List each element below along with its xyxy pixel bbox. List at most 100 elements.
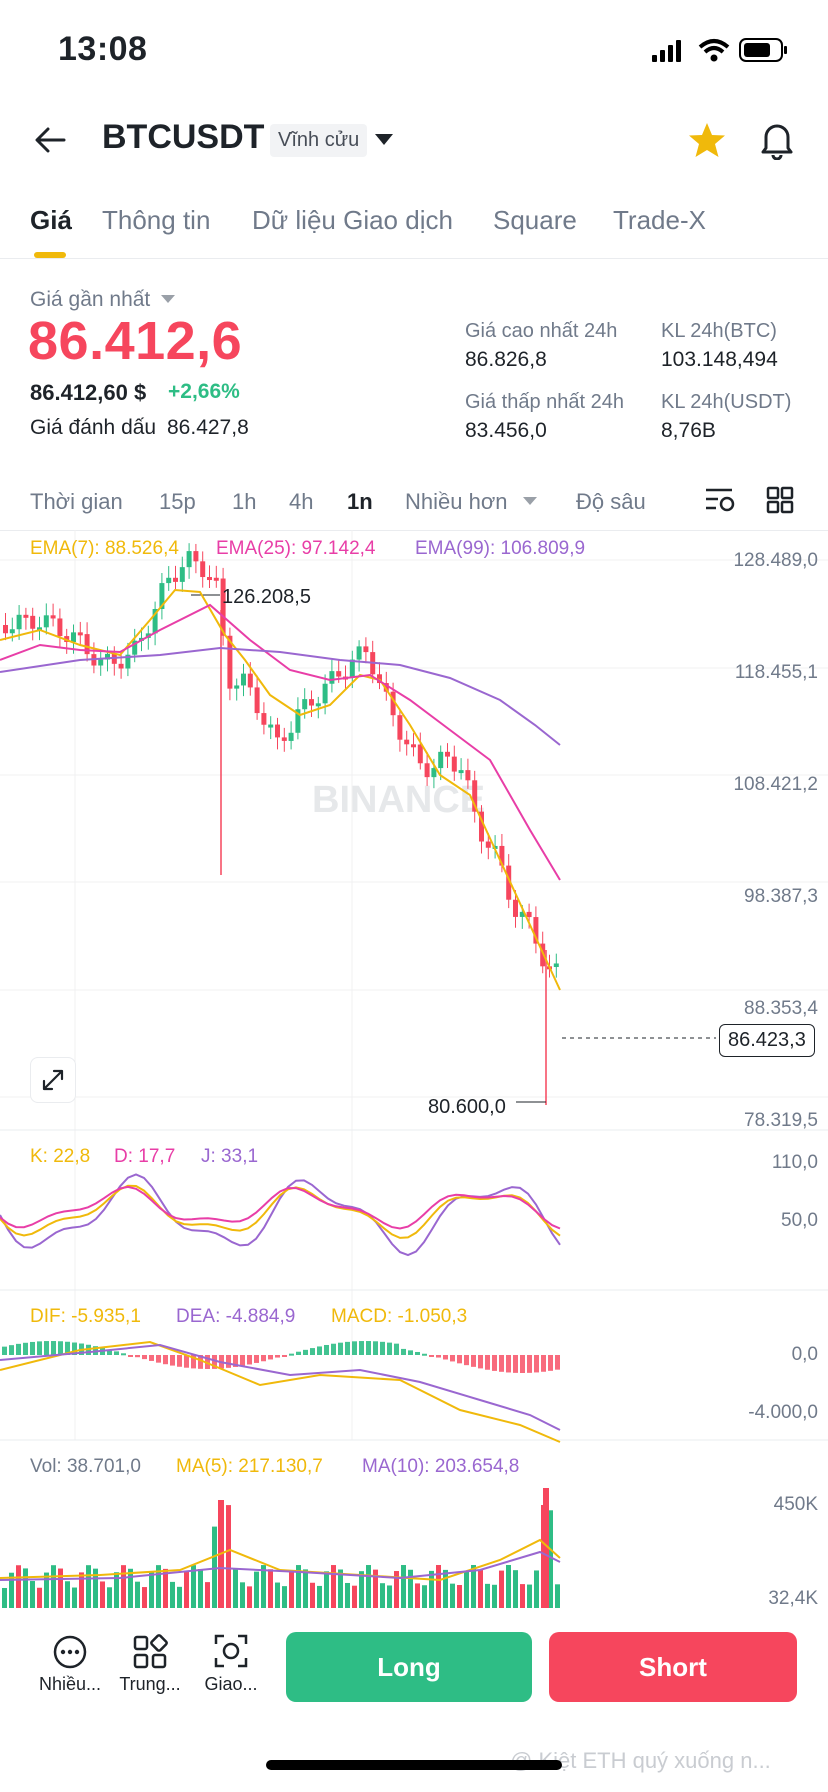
macd-bar xyxy=(317,1346,322,1355)
volume-bar xyxy=(191,1565,196,1608)
candle-body xyxy=(431,768,437,778)
candle-body xyxy=(30,615,36,629)
volume-bar xyxy=(534,1570,539,1608)
kdj-d-legend: D: 17,7 xyxy=(114,1146,176,1167)
macd-bar xyxy=(198,1355,203,1369)
candle-body xyxy=(417,744,423,764)
volume-bar xyxy=(415,1583,420,1608)
volume-bar xyxy=(289,1571,294,1608)
active-tab-indicator xyxy=(34,252,66,258)
tf-1d[interactable]: 1n xyxy=(347,489,373,514)
tf-depth[interactable]: Độ sâu xyxy=(576,489,646,514)
macd-bar xyxy=(184,1355,189,1368)
volume-bar xyxy=(156,1565,161,1608)
status-icons xyxy=(652,38,787,62)
volume-bar xyxy=(79,1572,84,1608)
tab-trade-x[interactable]: Trade-X xyxy=(613,205,706,235)
macd-bar xyxy=(282,1355,287,1357)
candle-body xyxy=(472,780,478,812)
macd-bar xyxy=(37,1341,42,1355)
candle-body xyxy=(166,577,172,584)
candle-body xyxy=(193,551,199,562)
candle-body xyxy=(479,811,484,842)
bell-icon[interactable] xyxy=(760,120,794,160)
layout-grid-icon[interactable] xyxy=(766,486,794,514)
star-icon[interactable] xyxy=(688,122,726,158)
volume-bar xyxy=(373,1569,378,1608)
candle-body xyxy=(465,770,471,781)
macd-bar xyxy=(135,1355,140,1358)
kline-chart[interactable]: BINANCE xyxy=(0,530,828,1612)
more-options-icon[interactable] xyxy=(52,1634,88,1670)
tf-15m[interactable]: 15p xyxy=(159,489,196,514)
macd-bar xyxy=(23,1342,28,1355)
tab-price[interactable]: Giá xyxy=(30,205,72,235)
volume-bar xyxy=(478,1570,483,1608)
center-label[interactable]: Trung... xyxy=(119,1674,181,1694)
volume-bar xyxy=(114,1572,119,1608)
candle-body xyxy=(390,691,396,716)
volume-bar xyxy=(317,1585,322,1608)
macd-bar xyxy=(408,1350,413,1355)
tab-info[interactable]: Thông tin xyxy=(102,205,211,235)
macd-axis-bottom: -4.000,0 xyxy=(748,1402,818,1423)
more-options-label[interactable]: Nhiều... xyxy=(38,1674,102,1694)
tab-trading-data[interactable]: Dữ liệu Giao dịch xyxy=(252,205,453,235)
volume-bar xyxy=(485,1583,490,1608)
volume-bar xyxy=(107,1587,112,1608)
volume-bar xyxy=(198,1569,203,1608)
caret-down-small-icon[interactable] xyxy=(160,294,176,304)
trade-label[interactable]: Giao... xyxy=(204,1674,258,1694)
candle-body xyxy=(458,770,464,774)
macd-bar xyxy=(44,1341,49,1355)
volume-bar xyxy=(9,1572,14,1608)
tf-1h[interactable]: 1h xyxy=(232,489,257,514)
macd-bar xyxy=(226,1355,231,1368)
wifi-icon xyxy=(698,39,730,62)
macd-bar xyxy=(443,1355,448,1360)
candle-body xyxy=(356,646,362,660)
volume-bar xyxy=(506,1565,511,1608)
volume-bar xyxy=(464,1570,469,1608)
fullscreen-button[interactable] xyxy=(30,1057,76,1103)
tab-square[interactable]: Square xyxy=(493,205,577,235)
more-caret-icon[interactable] xyxy=(522,496,538,506)
indicator-settings-icon[interactable] xyxy=(704,486,736,514)
volume-bar xyxy=(16,1565,21,1608)
macd-bar xyxy=(163,1355,168,1365)
back-arrow-icon[interactable] xyxy=(34,126,66,154)
center-grid-icon[interactable] xyxy=(132,1634,168,1670)
volume-usdt-value: 8,76B xyxy=(661,419,716,442)
caret-down-icon[interactable] xyxy=(374,133,394,147)
symbol-title[interactable]: BTCUSDT xyxy=(102,118,265,156)
trade-icon[interactable] xyxy=(212,1632,250,1670)
volume-axis-top: 450K xyxy=(773,1494,818,1515)
chart-top-divider xyxy=(0,530,828,531)
macd-bar xyxy=(177,1355,182,1367)
candle-body xyxy=(213,577,219,581)
signal-icon xyxy=(652,40,681,62)
macd-bar xyxy=(520,1355,525,1373)
macd-bar xyxy=(156,1355,161,1363)
battery-icon xyxy=(739,38,787,62)
volume-bar xyxy=(212,1526,217,1608)
macd-bar xyxy=(296,1351,301,1355)
macd-axis-top: 0,0 xyxy=(791,1344,818,1365)
volume-bar xyxy=(233,1569,238,1608)
macd-bar xyxy=(471,1355,476,1367)
volume-bar xyxy=(205,1582,210,1608)
macd-bar xyxy=(401,1348,406,1355)
candle-body xyxy=(513,899,518,917)
tf-4h[interactable]: 4h xyxy=(289,489,314,514)
macd-bar xyxy=(275,1355,280,1358)
candle-body xyxy=(438,751,444,769)
candle-body xyxy=(553,963,559,968)
long-button[interactable]: Long xyxy=(286,1632,532,1702)
candle-body xyxy=(397,715,403,740)
volume-bar xyxy=(352,1585,357,1608)
short-button[interactable]: Short xyxy=(549,1632,797,1702)
tf-time[interactable]: Thời gian xyxy=(30,489,123,514)
tf-more[interactable]: Nhiều hơn xyxy=(405,489,508,514)
last-price-label[interactable]: Giá gần nhất xyxy=(30,288,151,311)
price-axis-6: 78.319,5 xyxy=(744,1110,818,1131)
